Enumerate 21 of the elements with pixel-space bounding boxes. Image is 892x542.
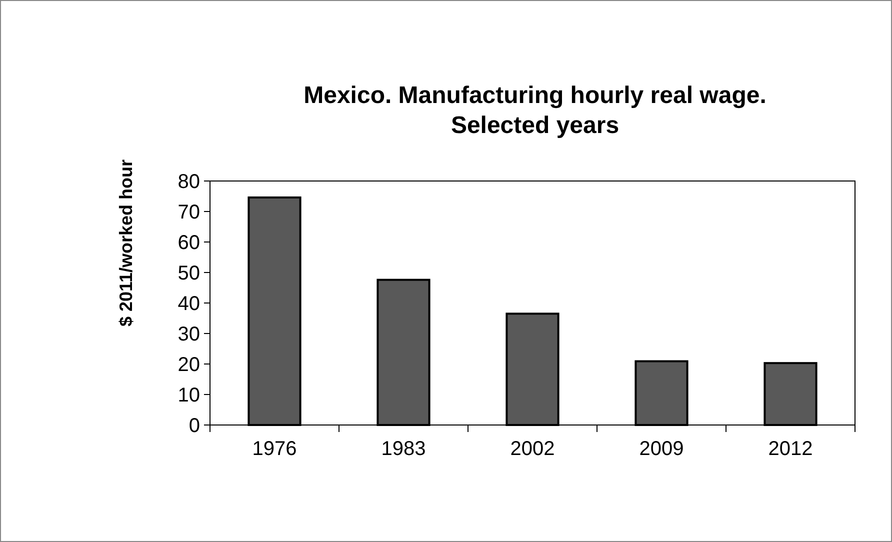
y-tick-label: 20 (178, 354, 200, 376)
y-tick-label: 30 (178, 324, 200, 346)
y-tick-label: 70 (178, 202, 200, 224)
bar (248, 196, 302, 426)
x-tick-label: 2002 (510, 438, 555, 460)
y-tick-label: 60 (178, 232, 200, 254)
y-tick-label: 50 (178, 262, 200, 284)
y-axis-title: $ 2011/worked hour (116, 159, 136, 327)
chart-title: Mexico. Manufacturing hourly real wage. Selected years (304, 82, 766, 139)
bar (764, 362, 818, 426)
y-tick-label: 0 (188, 415, 200, 437)
y-tick-label: 80 (178, 171, 200, 193)
y-tick-label: 10 (178, 384, 200, 406)
bar (376, 278, 430, 426)
x-tick-label: 2012 (768, 438, 813, 460)
x-tick-label: 1983 (381, 438, 426, 460)
x-tick-label: 1976 (252, 438, 297, 460)
x-tick-label: 2009 (639, 438, 684, 460)
bar (634, 360, 688, 426)
bar (506, 312, 560, 426)
y-tick-label: 40 (178, 293, 200, 315)
